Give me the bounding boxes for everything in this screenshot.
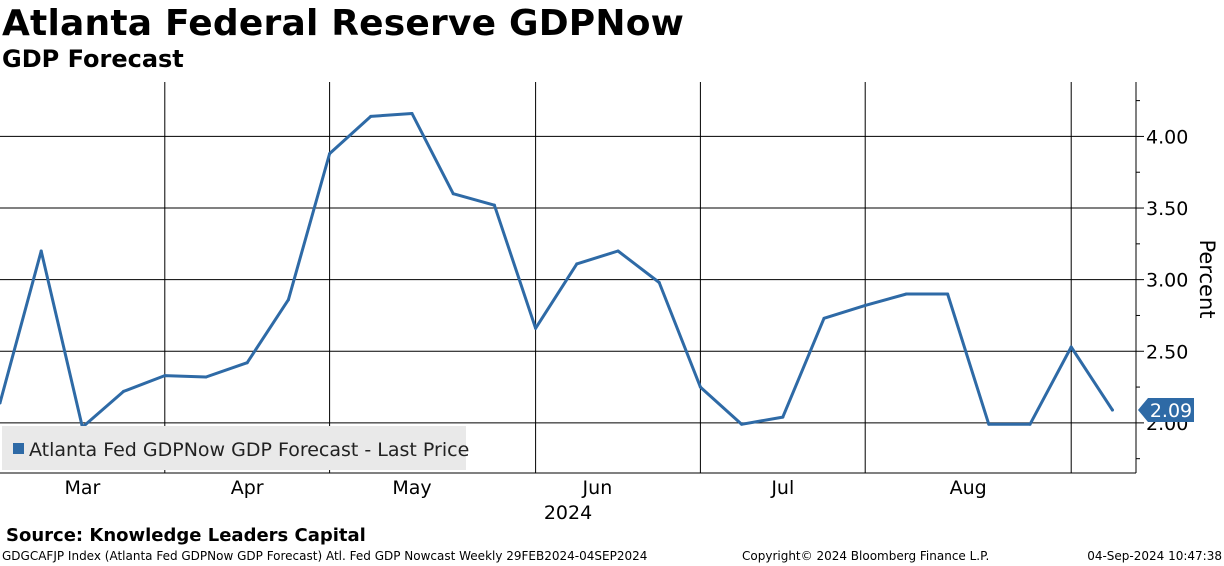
data-point (122, 389, 126, 393)
x-tick-label: Aug (950, 477, 987, 499)
y-tick-label: 2.50 (1146, 341, 1188, 363)
last-price-label: 2.09 (1150, 400, 1192, 422)
data-point (39, 249, 43, 253)
y-tick-label: 4.00 (1146, 126, 1188, 148)
legend-label: Atlanta Fed GDPNow GDP Forecast - Last P… (29, 439, 469, 461)
data-point (286, 298, 290, 302)
copyright-note: Copyright© 2024 Bloomberg Finance L.P. (742, 549, 990, 563)
data-point (575, 262, 579, 266)
data-point (0, 401, 2, 405)
timestamp: 04-Sep-2024 10:47:38 (1087, 549, 1222, 563)
data-point (740, 422, 744, 426)
data-point (781, 415, 785, 419)
index-info: GDGCAFJP Index (Atlanta Fed GDPNow GDP F… (2, 549, 648, 563)
data-point (822, 316, 826, 320)
x-tick-label: Jul (770, 477, 794, 499)
x-tick-label: Apr (231, 477, 264, 499)
data-point (987, 422, 991, 426)
y-tick-label: 3.50 (1146, 198, 1188, 220)
x-tick-label: May (392, 477, 431, 499)
data-point (369, 114, 373, 118)
data-point (492, 203, 496, 207)
data-point (245, 361, 249, 365)
data-point (204, 375, 208, 379)
x-axis-year-label: 2024 (544, 502, 592, 524)
data-point (946, 292, 950, 296)
chart-subtitle: GDP Forecast (2, 45, 184, 73)
legend-box (2, 426, 466, 470)
data-point (534, 326, 538, 330)
data-point (1028, 422, 1032, 426)
data-point (1069, 345, 1073, 349)
last-price-tag (1138, 397, 1194, 422)
x-tick-label: Mar (64, 477, 100, 499)
data-point (328, 152, 332, 156)
data-point (657, 281, 661, 285)
data-point (410, 112, 414, 116)
y-tick-label: 3.00 (1146, 270, 1188, 292)
data-point (451, 192, 455, 196)
chart-title: Atlanta Federal Reserve GDPNow (2, 3, 685, 44)
data-point (1110, 408, 1114, 412)
data-point (163, 374, 167, 378)
x-tick-label: Jun (582, 477, 613, 499)
source-note: Source: Knowledge Leaders Capital (6, 525, 366, 546)
y-axis-title: Percent (1195, 239, 1219, 318)
data-point (863, 303, 867, 307)
series-line (0, 112, 1114, 429)
data-point (904, 292, 908, 296)
data-point (616, 249, 620, 253)
data-point (698, 385, 702, 389)
legend-swatch (13, 443, 24, 454)
